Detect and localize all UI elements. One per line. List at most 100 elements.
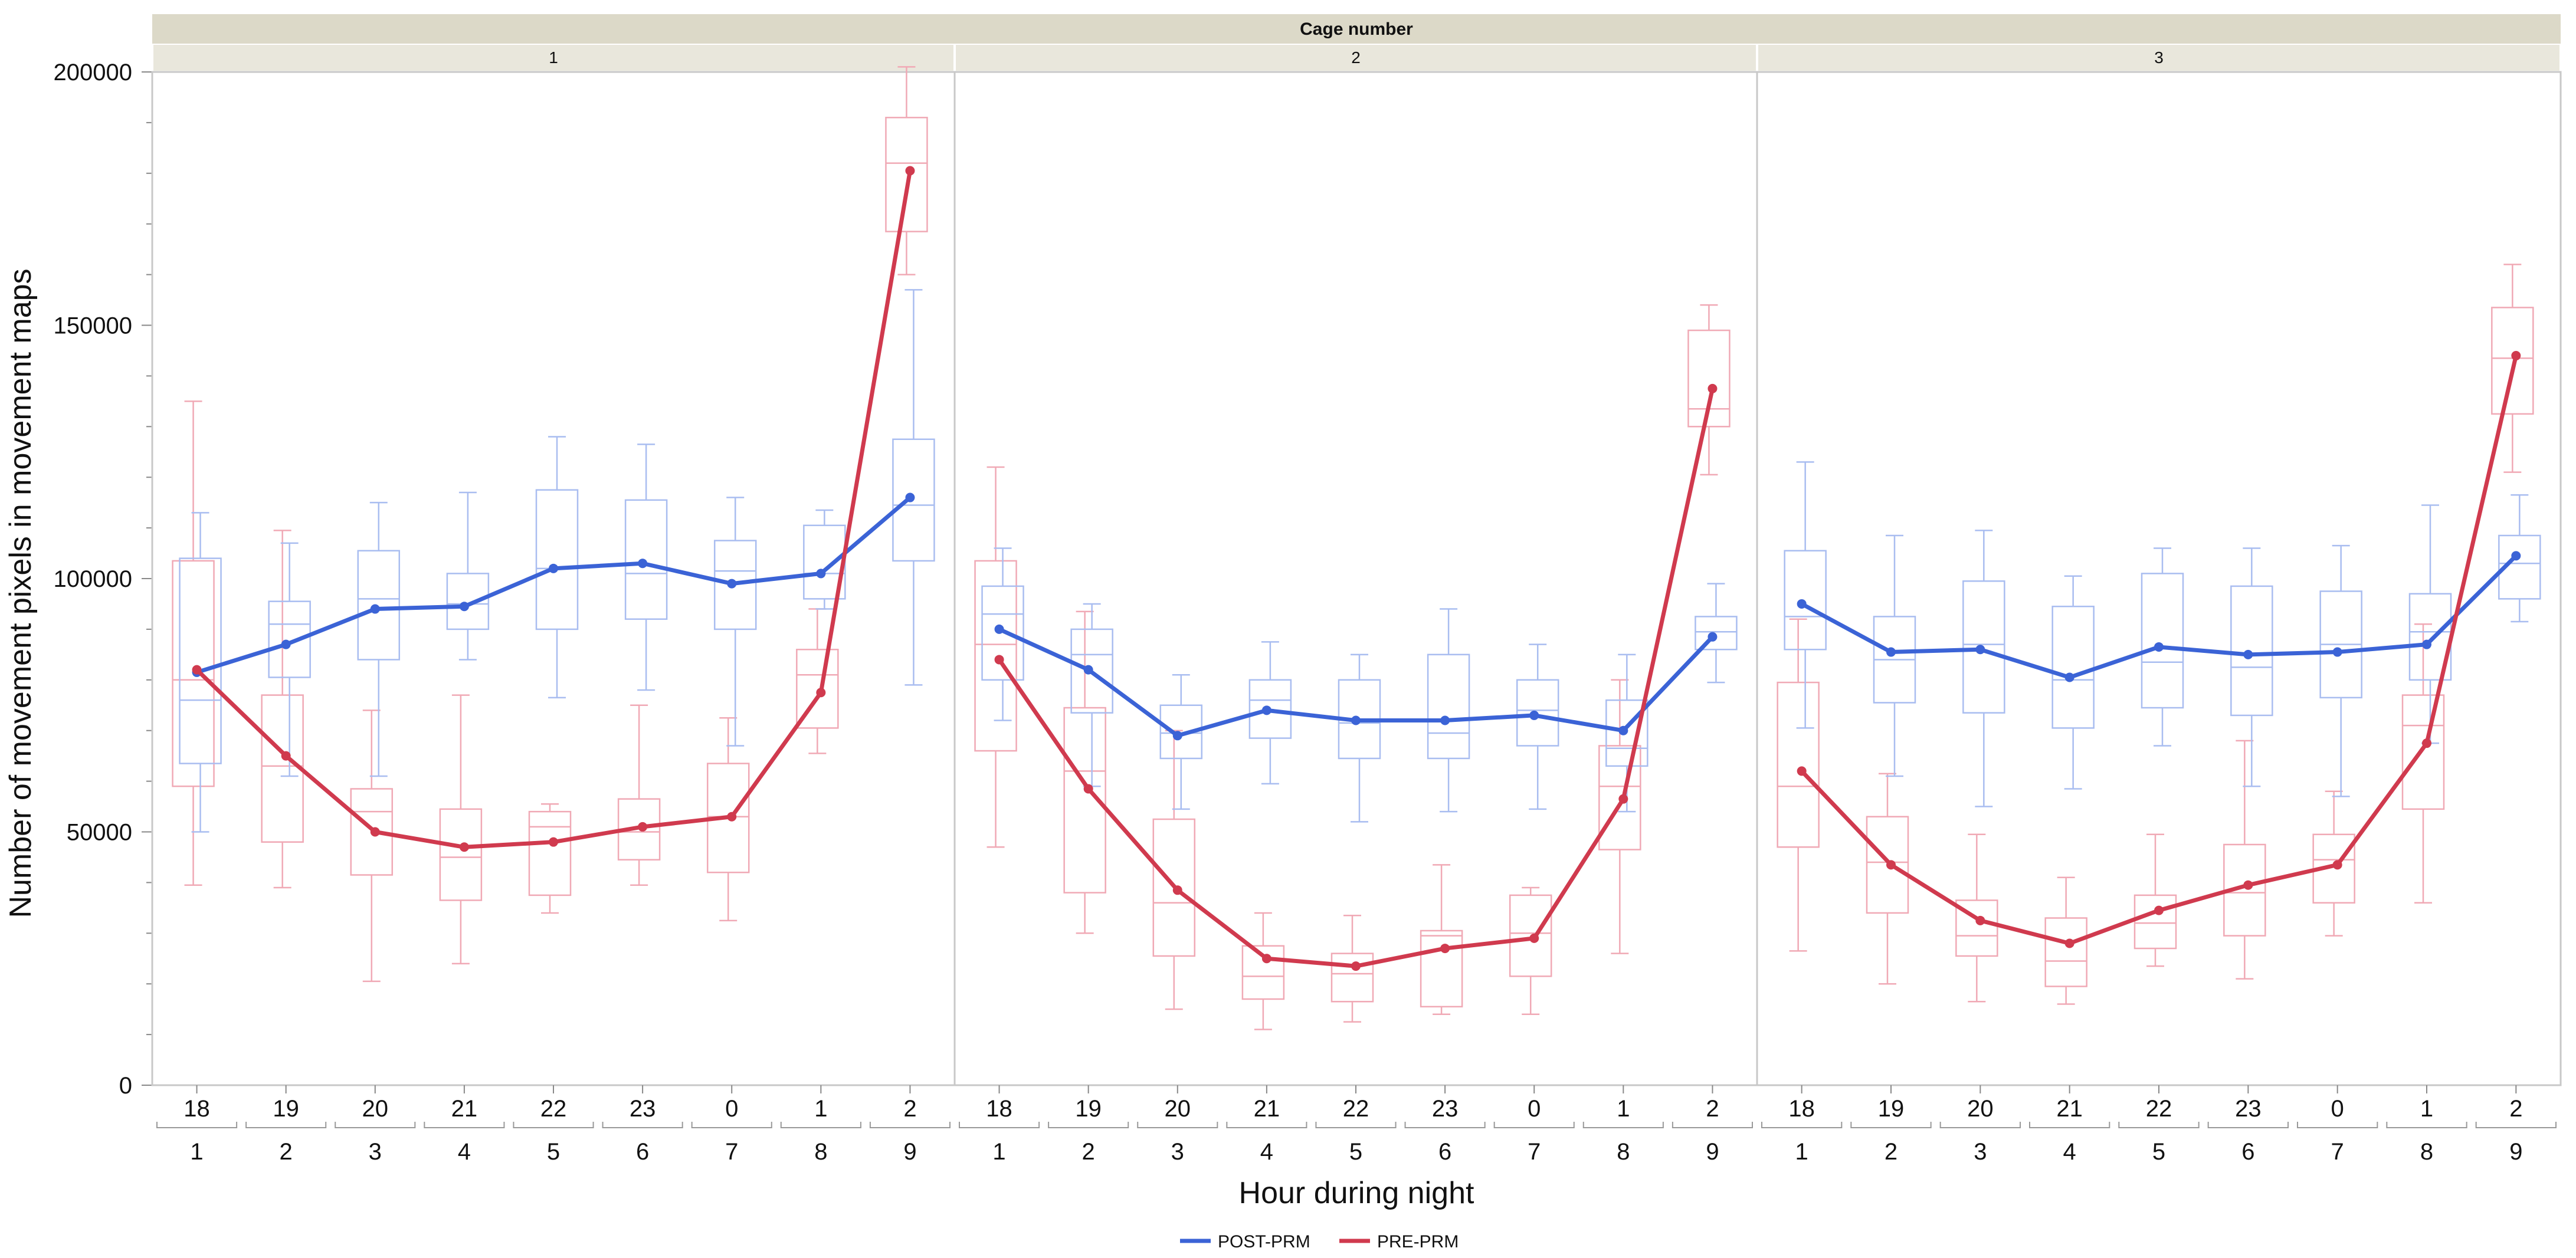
- cage-number-header-bar: [152, 14, 2561, 44]
- x-group-bracket: [1315, 1122, 1397, 1128]
- x-group-bracket: [2029, 1122, 2110, 1128]
- box-post-prm-2: [1873, 534, 1916, 777]
- box-pre-prm-1: [172, 400, 215, 886]
- box-post-prm-3: [357, 501, 401, 777]
- mean-point-post-prm: [281, 639, 291, 649]
- mean-point-post-prm: [2422, 639, 2431, 649]
- x-index-label: 4: [2063, 1139, 2076, 1165]
- mean-point-post-prm: [2064, 672, 2074, 682]
- box-pre-prm-5: [1330, 914, 1374, 1023]
- x-group-bracket: [2207, 1122, 2289, 1128]
- x-index-label: 9: [1706, 1139, 1719, 1165]
- box-post-prm-6: [1427, 608, 1470, 813]
- panel-frame: [1756, 71, 2562, 1086]
- x-group-bracket: [245, 1122, 327, 1128]
- box-post-prm-6: [624, 444, 668, 691]
- mean-point-post-prm: [816, 569, 826, 579]
- panel-1: [151, 66, 956, 1086]
- mean-point-post-prm: [459, 602, 469, 612]
- x-group-bracket: [1672, 1122, 1753, 1128]
- box-pre-prm-6: [1420, 864, 1463, 1015]
- x-group-bracket: [2118, 1122, 2200, 1128]
- mean-point-post-prm: [905, 492, 915, 502]
- box-iqr: [1962, 580, 2005, 714]
- box-pre-prm-3: [1152, 730, 1196, 1010]
- x-hour-label: 1: [814, 1096, 827, 1122]
- mean-point-pre-prm: [1975, 915, 1985, 925]
- x-index-label: 1: [190, 1139, 203, 1165]
- x-hour-label: 19: [1075, 1096, 1102, 1122]
- box-iqr: [357, 550, 401, 661]
- panel-header-3: [1758, 45, 2559, 71]
- box-pre-prm-8: [1598, 679, 1641, 954]
- panel-frame: [953, 71, 1758, 1086]
- mean-point-post-prm: [1886, 647, 1896, 657]
- legend: POST-PRM PRE-PRM: [1180, 1232, 1459, 1252]
- panel-label: 3: [2154, 48, 2164, 67]
- y-tick-label: 150000: [54, 313, 132, 339]
- x-index-label: 4: [1260, 1139, 1273, 1165]
- box-iqr: [1063, 707, 1106, 894]
- box-pre-prm-4: [2044, 876, 2087, 1005]
- x-hour-label: 21: [2056, 1096, 2083, 1122]
- x-group-bracket: [1939, 1122, 2021, 1128]
- x-group-bracket: [2475, 1122, 2557, 1128]
- panel-header-2: [956, 45, 1756, 71]
- x-hour-label: 20: [1967, 1096, 1994, 1122]
- facet-header: Cage number 1 2 3: [152, 14, 2561, 71]
- x-index-label: 8: [2420, 1139, 2433, 1165]
- mean-point-post-prm: [1172, 731, 1182, 741]
- mean-point-post-prm: [2243, 649, 2253, 659]
- box-iqr: [2491, 307, 2534, 415]
- y-tick-label: 50000: [67, 820, 132, 846]
- x-index-label: 6: [2241, 1139, 2254, 1165]
- box-iqr: [2230, 585, 2273, 717]
- mean-point-post-prm: [1529, 710, 1539, 720]
- box-post-prm-1: [981, 547, 1024, 721]
- mean-point-pre-prm: [1797, 766, 1807, 776]
- mean-point-pre-prm: [2332, 860, 2342, 870]
- x-index-label: 6: [636, 1139, 649, 1165]
- mean-point-post-prm: [1351, 715, 1361, 725]
- box-pre-prm-7: [1509, 886, 1552, 1015]
- x-hour-label: 2: [1706, 1096, 1719, 1122]
- box-iqr: [1070, 628, 1113, 714]
- mean-point-pre-prm: [2422, 738, 2431, 748]
- y-tick-label: 100000: [54, 566, 132, 592]
- x-hour-label: 21: [451, 1096, 478, 1122]
- box-iqr: [1509, 894, 1552, 977]
- mean-point-pre-prm: [1440, 944, 1450, 954]
- box-iqr: [446, 573, 490, 630]
- x-group-bracket: [335, 1122, 416, 1128]
- box-iqr: [1248, 679, 1292, 739]
- x-index-label: 4: [458, 1139, 471, 1165]
- mean-point-post-prm: [994, 624, 1004, 634]
- x-index-label: 7: [725, 1139, 738, 1165]
- x-group-bracket: [1850, 1122, 1932, 1128]
- x-hour-label: 18: [1788, 1096, 1815, 1122]
- x-index-label: 1: [1795, 1139, 1808, 1165]
- panel-3: [1756, 71, 2562, 1086]
- box-pre-prm-9: [885, 66, 928, 275]
- x-group-bracket: [869, 1122, 951, 1128]
- mean-point-pre-prm: [281, 751, 291, 761]
- y-tick-label: 0: [119, 1073, 132, 1099]
- panel-frame: [151, 71, 956, 1086]
- box-iqr: [981, 585, 1024, 681]
- box-post-prm-9: [1695, 583, 1738, 684]
- mean-point-pre-prm: [1618, 794, 1628, 804]
- x-index-label: 9: [2509, 1139, 2522, 1165]
- panels: [151, 66, 2562, 1086]
- mean-point-pre-prm: [2064, 938, 2074, 948]
- mean-point-post-prm: [2332, 647, 2342, 657]
- x-group-bracket: [1761, 1122, 1843, 1128]
- x-index-label: 2: [1082, 1139, 1095, 1165]
- x-hour-label: 19: [1878, 1096, 1905, 1122]
- box-iqr: [535, 489, 579, 630]
- x-hour-label: 23: [2235, 1096, 2262, 1122]
- x-group-bracket: [1137, 1122, 1218, 1128]
- box-iqr: [974, 560, 1017, 752]
- x-group-bracket: [691, 1122, 772, 1128]
- box-post-prm-4: [1248, 641, 1292, 785]
- x-hour-label: 18: [183, 1096, 210, 1122]
